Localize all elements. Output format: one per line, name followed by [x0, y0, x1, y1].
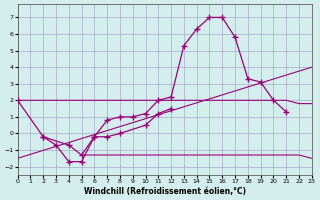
X-axis label: Windchill (Refroidissement éolien,°C): Windchill (Refroidissement éolien,°C) [84, 187, 246, 196]
